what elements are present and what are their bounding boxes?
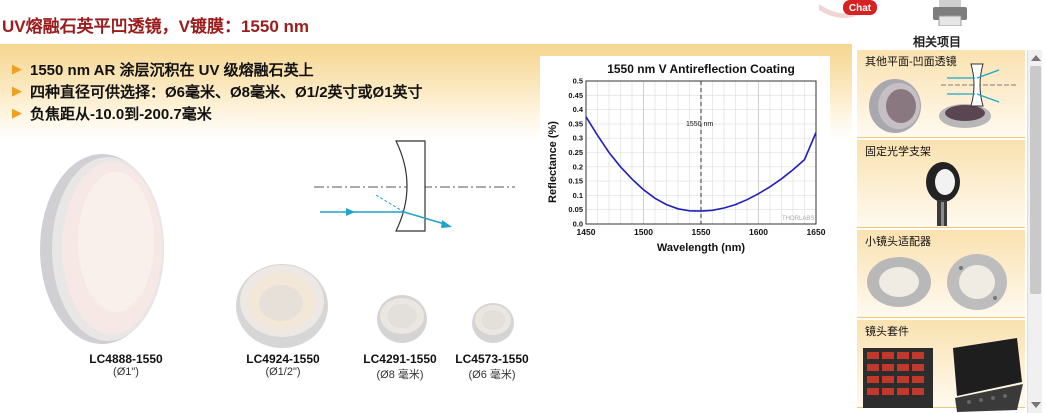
feature-list: ▶ 1550 nm AR 涂层沉积在 UV 级熔融石英上 ▶ 四种直径可供选择：Ø6… — [12, 58, 423, 124]
chat-label: Chat — [849, 3, 872, 14]
y-tick-label: 0.45 — [568, 91, 583, 100]
lens-lc4573-photo[interactable] — [471, 302, 515, 344]
bullet-arrow-icon: ▶ — [12, 61, 22, 76]
y-tick-label: 0.4 — [573, 105, 584, 114]
y-tick-label: 0.3 — [573, 134, 583, 143]
chart-title: 1550 nm V Antireflection Coating — [607, 62, 795, 76]
lens-ray-diagram — [314, 140, 515, 232]
bullet-arrow-icon: ▶ — [12, 105, 22, 120]
lens-lc4924-photo[interactable] — [235, 263, 329, 349]
product-lc4573[interactable]: LC4573-1550 (Ø6 毫米) — [442, 352, 542, 382]
product-lc4291[interactable]: LC4291-1550 (Ø8 毫米) — [350, 352, 450, 382]
concave-lens-shape — [395, 140, 426, 232]
sidebar-scrollbar[interactable] — [1027, 50, 1042, 413]
related-item-label[interactable]: 固定光学支架 — [865, 146, 931, 158]
scroll-down-icon[interactable] — [1031, 402, 1041, 408]
chat-button[interactable]: Chat — [815, 0, 881, 22]
feature-text: 四种直径可供选择：Ø6毫米、Ø8毫米、Ø1/2英寸或Ø1英寸 — [30, 83, 423, 101]
related-item-label[interactable]: 镜头套件 — [865, 326, 909, 338]
product-lc4924[interactable]: LC4924-1550 (Ø1/2") — [233, 352, 333, 378]
x-tick-label: 1450 — [577, 227, 596, 237]
product-size: (Ø6 毫米) — [468, 369, 516, 381]
y-tick-label: 0.05 — [568, 205, 583, 214]
y-tick-label: 0.2 — [573, 162, 583, 171]
y-tick-label: 0.0 — [573, 220, 583, 229]
feature-item: ▶ 四种直径可供选择：Ø6毫米、Ø8毫米、Ø1/2英寸或Ø1英寸 — [12, 80, 423, 102]
y-tick-label: 0.1 — [573, 191, 583, 200]
scrollbar-thumb[interactable] — [1030, 66, 1041, 294]
related-item-plano-concave[interactable]: 其他平面-凹面透镜 — [857, 50, 1025, 138]
page-title: UV熔融石英平凹透镜，V镀膜：1550 nm — [2, 17, 309, 36]
product-name[interactable]: LC4924-1550 — [246, 352, 320, 366]
series-line — [585, 116, 817, 212]
product-size: (Ø1/2") — [265, 366, 301, 378]
y-axis-label: Reflectance (%) — [547, 121, 559, 203]
y-tick-label: 0.5 — [573, 77, 583, 86]
thorlabs-logo: THORLABS — [782, 216, 814, 222]
x-axis-label: Wavelength (nm) — [657, 242, 746, 254]
x-tick-label: 1500 — [634, 227, 653, 237]
product-name[interactable]: LC4573-1550 — [455, 352, 529, 366]
x-tick-label: 1600 — [749, 227, 768, 237]
related-item-label[interactable]: 小镜头适配器 — [865, 236, 931, 248]
related-item-lens-adapter[interactable]: 小镜头适配器 — [857, 230, 1025, 318]
y-tick-label: 0.15 — [568, 177, 583, 186]
related-items-sidebar: 其他平面-凹面透镜 固定光学支架 小镜头适配器 — [857, 50, 1027, 413]
product-size: (Ø8 毫米) — [376, 369, 424, 381]
related-items-label: 相关项目 — [913, 35, 962, 49]
feature-item: ▶ 1550 nm AR 涂层沉积在 UV 级熔融石英上 — [12, 58, 423, 80]
y-tick-label: 0.25 — [568, 148, 583, 157]
feature-item: ▶ 负焦距从-10.0到-200.7毫米 — [12, 102, 423, 124]
bullet-arrow-icon: ▶ — [12, 83, 22, 98]
product-name[interactable]: LC4291-1550 — [363, 352, 437, 366]
product-lc4888[interactable]: LC4888-1550 (Ø1") — [76, 352, 176, 378]
annotation-label: 1550 nm — [686, 121, 713, 128]
printer-icon[interactable] — [930, 0, 970, 26]
feature-text: 1550 nm AR 涂层沉积在 UV 级熔融石英上 — [30, 61, 314, 79]
feature-text: 负焦距从-10.0到-200.7毫米 — [30, 105, 212, 123]
x-tick-label: 1650 — [807, 227, 826, 237]
y-tick-label: 0.35 — [568, 119, 583, 128]
related-item-lens-kit[interactable]: 镜头套件 — [857, 320, 1025, 412]
product-name[interactable]: LC4888-1550 — [89, 352, 163, 366]
related-item-label[interactable]: 其他平面-凹面透镜 — [865, 56, 957, 68]
scroll-up-icon[interactable] — [1031, 55, 1041, 61]
related-item-optic-mount[interactable]: 固定光学支架 — [857, 140, 1025, 228]
product-size: (Ø1") — [113, 366, 139, 378]
reflectance-chart: 1550 nm V Antireflection Coating 0.0 0.05… — [540, 56, 830, 256]
lens-lc4291-photo[interactable] — [376, 294, 428, 344]
x-tick-label: 1550 — [692, 227, 711, 237]
lens-lc4888-photo[interactable] — [38, 152, 166, 347]
